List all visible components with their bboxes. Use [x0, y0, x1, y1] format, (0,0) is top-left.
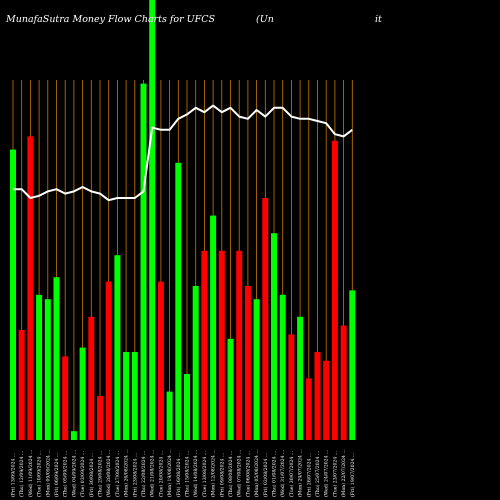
bar-19	[175, 162, 182, 441]
x-tick-label: (Thu) 12/09/2024 ...	[18, 450, 25, 497]
bar-35	[314, 352, 321, 440]
bar-17	[157, 281, 164, 440]
x-tick-label: (Thu) 01/08/2024 ...	[271, 450, 278, 497]
bar-7	[70, 431, 77, 440]
x-tick-label: (Tue) 10/09/2024 ...	[36, 450, 43, 497]
bar-27	[244, 286, 251, 440]
x-tick-label: (Wed) 14/08/2024 ...	[192, 449, 199, 497]
bar-11	[105, 281, 112, 440]
bar-38	[340, 325, 347, 440]
x-tick-label: (Fri) 16/08/2024 ...	[175, 452, 182, 497]
x-tick-labels: (Fri) 13/09/2024 ... (Thu) 12/09/2024 ...…	[10, 449, 356, 497]
x-tick-label: (Tue) 23/07/2024 ...	[331, 450, 338, 497]
x-tick-label: (Fri) 30/08/2024 ...	[88, 452, 95, 497]
x-tick-label: (Tue) 20/08/2024 ...	[157, 450, 164, 497]
bar-23	[210, 215, 217, 440]
money-flow-line	[13, 104, 353, 202]
bar-31	[279, 294, 286, 440]
x-tick-label: (Wed) 24/07/2024 ...	[323, 449, 330, 497]
x-tick-label: (Mon) 22/07/2024 ...	[340, 449, 347, 497]
bar-5	[53, 277, 60, 440]
bar-34	[305, 378, 312, 440]
x-tick-label: (Wed) 04/09/2024 ...	[70, 449, 77, 497]
bar-33	[297, 316, 304, 440]
x-tick-label: (Fri) 09/08/2024 ...	[218, 452, 225, 497]
bar-21	[192, 286, 199, 440]
bar-13	[123, 352, 130, 440]
x-tick-label: (Mon) 12/08/2024 ...	[210, 449, 217, 497]
x-tick-label: (Mon) 09/09/2024 ...	[44, 449, 51, 497]
bar-8	[79, 347, 86, 440]
x-tick-label: (Tue) 13/08/2024 ...	[201, 450, 208, 497]
x-tick-label: (Fri) 26/07/2024 ...	[305, 452, 312, 497]
x-tick-label: (Fri) 19/07/2024 ...	[349, 452, 356, 497]
bar-2	[27, 136, 34, 440]
bar-32	[288, 334, 295, 440]
bar-24	[218, 250, 225, 440]
bar-10	[97, 396, 103, 440]
x-tick-label: (Mon) 29/07/2024 ...	[297, 449, 304, 497]
bar-28	[253, 299, 260, 440]
bars	[10, 0, 356, 441]
bar-9	[88, 316, 95, 440]
bar-22	[201, 250, 208, 440]
x-tick-label: (Wed) 21/08/2024 ...	[149, 449, 156, 497]
chart-title: MunafaSutra Money Flow Charts for UFCS	[5, 14, 216, 25]
bar-12	[114, 255, 121, 440]
bar-3	[36, 294, 43, 440]
x-tick-label: (Wed) 31/07/2024 ...	[279, 449, 286, 497]
x-tick-label: (Thu) 08/08/2024 ...	[227, 450, 234, 497]
x-tick-label: (Mon) 26/08/2024 ...	[123, 449, 130, 497]
x-tick-label: (Thu) 29/08/2024 ...	[97, 450, 104, 497]
x-tick-label: (Tue) 06/08/2024 ...	[244, 450, 251, 497]
bar-36	[323, 360, 330, 440]
bar-29	[262, 198, 269, 440]
x-tick-label: (Thu) 15/08/2024 ...	[184, 450, 191, 497]
bar-16	[149, 0, 156, 440]
x-tick-label: (Thu) 22/08/2024 ...	[140, 450, 147, 497]
x-tick-label: (Wed) 28/08/2024 ...	[105, 449, 112, 497]
line-series	[13, 104, 353, 202]
bar-25	[227, 338, 234, 440]
x-tick-label: (Mon) 05/08/2024 ...	[253, 449, 260, 497]
bar-26	[236, 250, 243, 440]
chart-subtitle-left: (Un	[256, 14, 274, 25]
bar-20	[184, 374, 190, 440]
x-tick-label: (Fri) 06/09/2024 ...	[53, 452, 60, 497]
bar-15	[140, 83, 147, 440]
bar-6	[62, 356, 69, 440]
bar-39	[349, 290, 356, 440]
x-tick-label: (Tue) 27/08/2024 ...	[114, 450, 121, 497]
x-tick-label: (Wed) 07/08/2024 ...	[236, 449, 243, 497]
chart-subtitle-right: it	[375, 14, 382, 25]
x-tick-label: (Mon) 19/08/2024 ...	[166, 449, 173, 497]
bar-1	[18, 330, 25, 440]
x-tick-label: (Thu) 05/09/2024 ...	[62, 450, 69, 497]
x-tick-label: (Wed) 11/09/2024 ...	[27, 449, 34, 497]
bar-30	[271, 233, 277, 440]
bar-4	[44, 299, 51, 440]
x-tick-label: (Thu) 25/07/2024 ...	[314, 450, 321, 497]
x-tick-label: (Tue) 30/07/2024 ...	[288, 450, 295, 497]
x-tick-label: (Fri) 23/08/2024 ...	[131, 452, 138, 497]
x-tick-label: (Fri) 13/09/2024 ...	[10, 452, 17, 497]
x-tick-label: (Tue) 03/09/2024 ...	[79, 450, 86, 497]
bar-0	[10, 149, 16, 440]
x-tick-label: (Fri) 02/08/2024 ...	[262, 452, 269, 497]
bar-18	[166, 391, 173, 440]
bar-14	[131, 352, 138, 440]
bar-37	[331, 140, 338, 441]
